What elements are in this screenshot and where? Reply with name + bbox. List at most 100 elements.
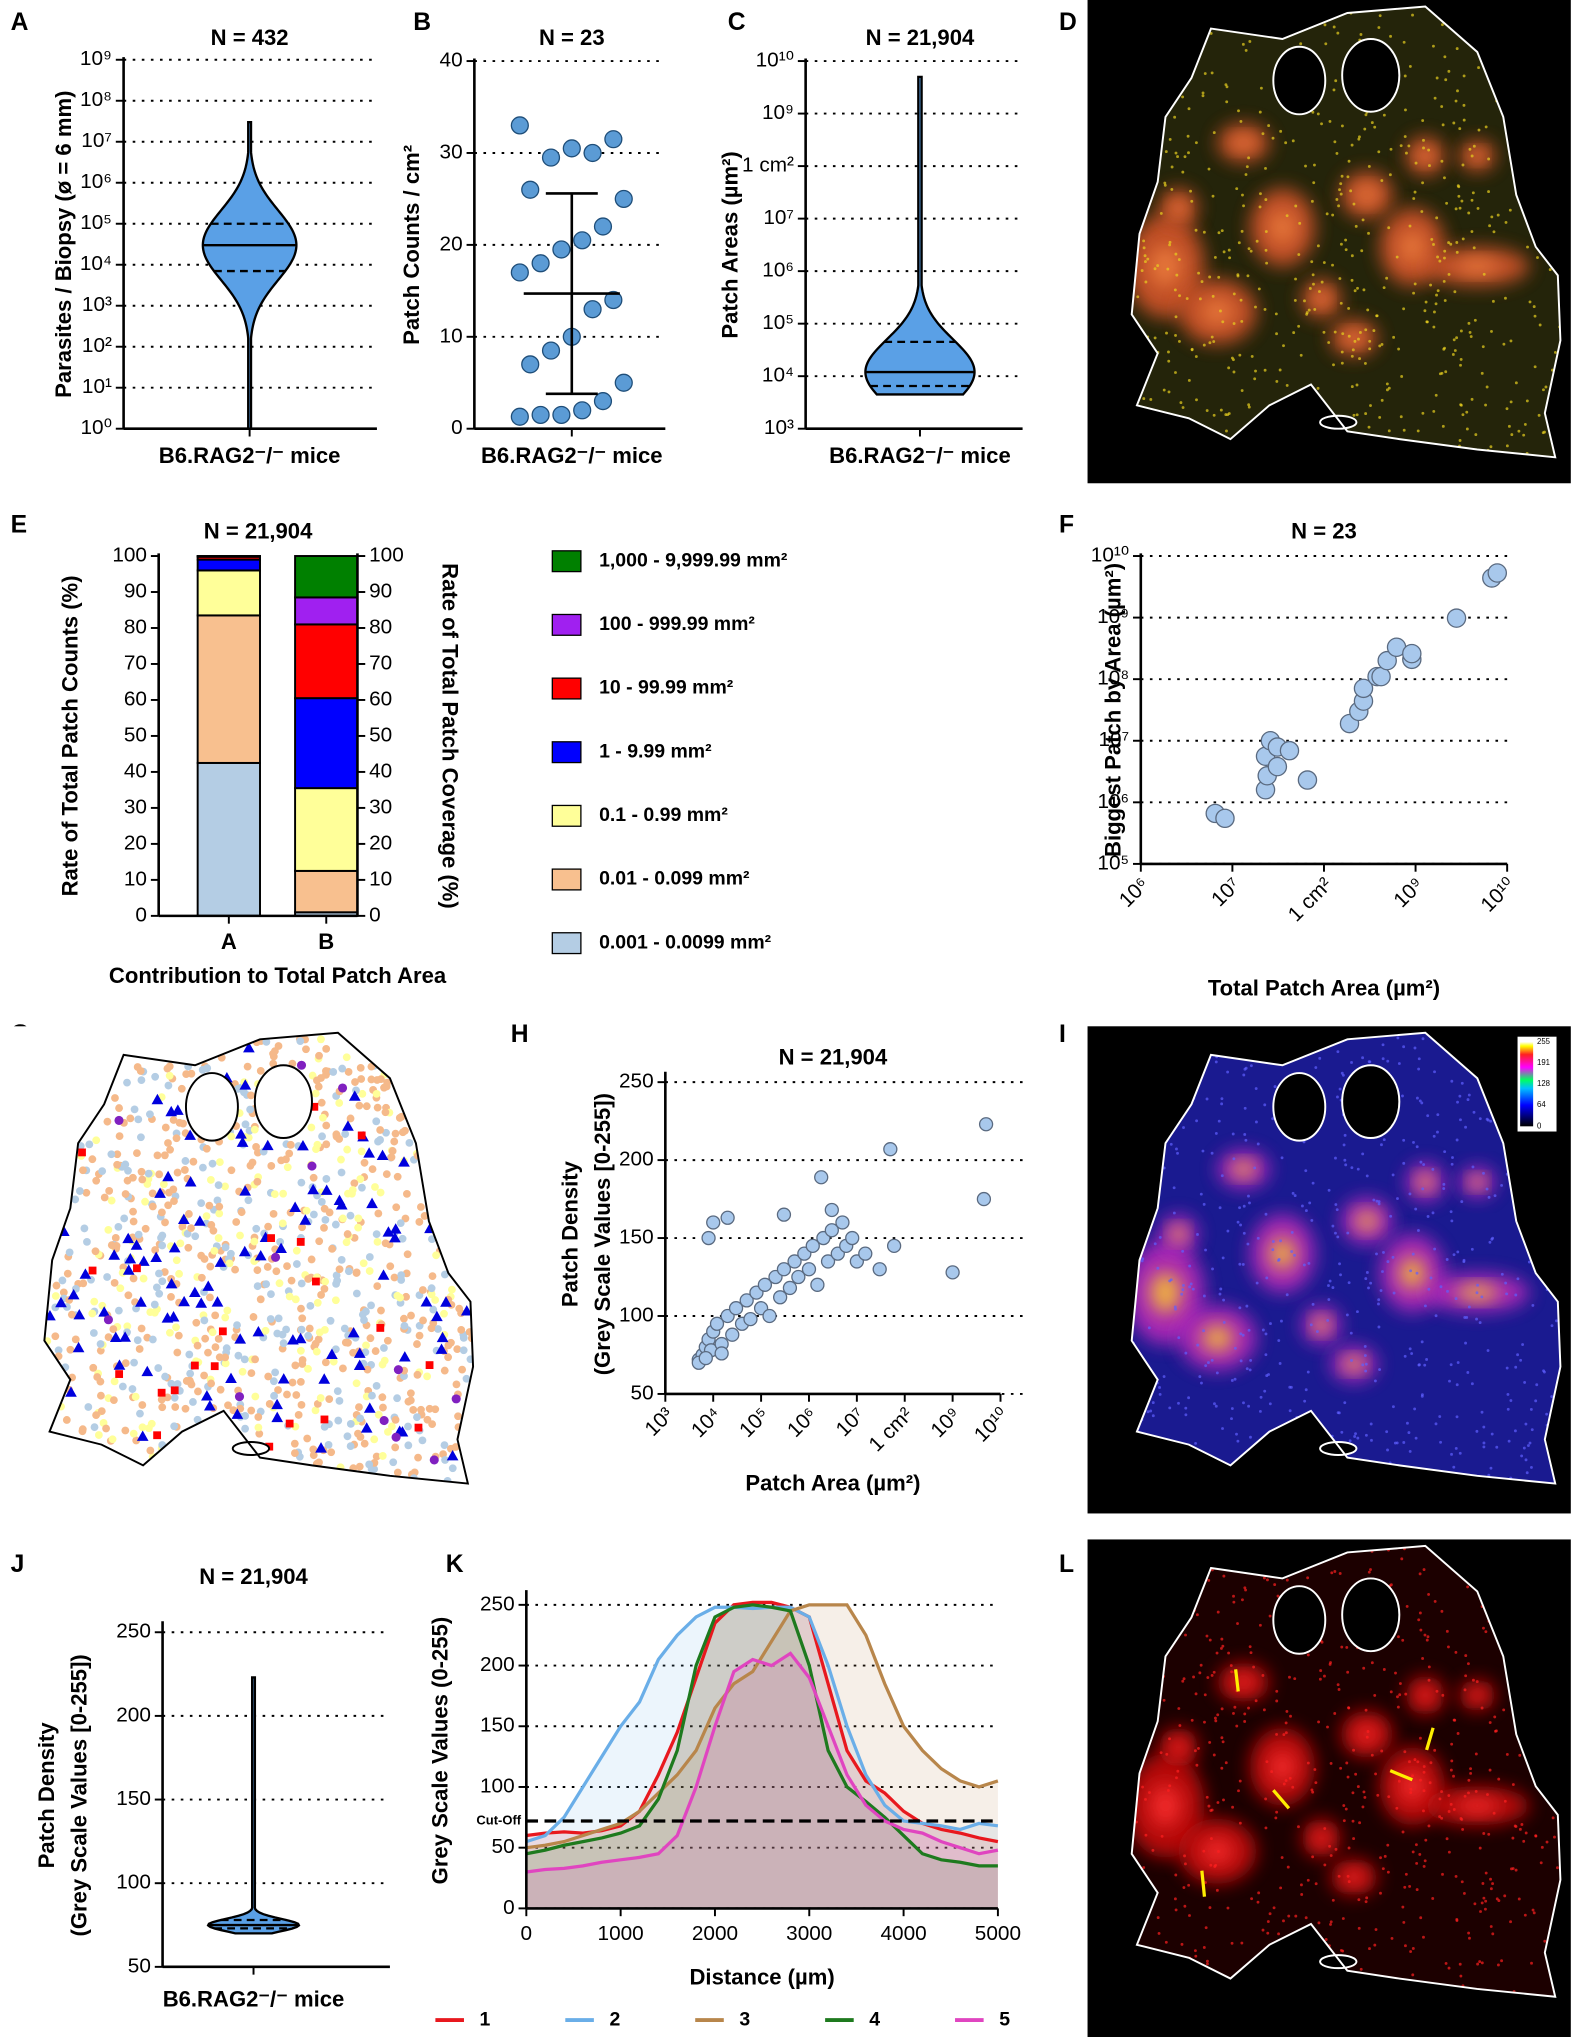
x-tick-label: 10⁹ — [926, 1403, 965, 1442]
map-triangle — [297, 1139, 309, 1151]
speck — [1310, 1218, 1314, 1222]
speck — [1222, 1298, 1226, 1302]
map-dot — [251, 1392, 260, 1401]
map-dot — [344, 1267, 353, 1276]
speck — [1199, 1663, 1203, 1667]
speck — [1264, 1826, 1268, 1830]
map-dot — [144, 1169, 153, 1178]
speck — [1364, 1369, 1368, 1373]
map-dot — [208, 1159, 217, 1168]
map-dot — [282, 1325, 291, 1334]
map-triangle — [347, 1326, 360, 1338]
speck — [1381, 1270, 1384, 1273]
map-dot — [200, 1371, 208, 1380]
map-dot — [130, 1358, 138, 1367]
speck — [1392, 1291, 1396, 1295]
speck — [1390, 1936, 1394, 1940]
speck — [1239, 119, 1243, 123]
map-dot — [317, 1074, 325, 1082]
colorbar-label: 0 — [1537, 1121, 1542, 1130]
speck — [1432, 1134, 1436, 1138]
speck — [1320, 122, 1323, 126]
map-dot — [298, 1223, 306, 1232]
map-dot — [355, 1403, 363, 1412]
speck — [1350, 385, 1354, 389]
speck — [1438, 259, 1442, 263]
x-tick-label: 2000 — [692, 1922, 738, 1945]
colorbar-label: 255 — [1537, 1037, 1550, 1046]
speck — [1354, 1772, 1358, 1776]
speck — [1523, 1913, 1527, 1917]
map-dot — [210, 1246, 219, 1255]
map-dot — [354, 1214, 363, 1223]
speck — [1253, 377, 1257, 381]
speck — [1240, 319, 1244, 323]
map-dot — [254, 1423, 263, 1432]
speck — [1316, 244, 1320, 248]
map-dot — [440, 1366, 449, 1375]
speck — [1434, 1422, 1438, 1426]
speck — [1277, 1932, 1281, 1936]
speck — [1305, 311, 1309, 315]
speck — [1146, 1410, 1150, 1414]
speck — [1226, 1229, 1230, 1233]
speck — [1326, 1318, 1330, 1322]
speck — [1316, 386, 1320, 390]
speck — [1410, 1352, 1414, 1355]
speck — [1142, 239, 1146, 243]
y-tick-label: 10³ — [764, 416, 794, 439]
speck — [1317, 1720, 1321, 1724]
speck — [1548, 268, 1552, 272]
map-dot — [255, 1429, 264, 1438]
speck — [1244, 1138, 1248, 1142]
speck — [1342, 1804, 1346, 1807]
y-tick-label: 1 cm² — [742, 154, 794, 177]
map-dot — [307, 1255, 316, 1264]
speck — [1338, 1087, 1342, 1091]
hot-core — [1356, 1724, 1378, 1744]
speck — [1488, 1721, 1492, 1724]
speck — [1190, 1718, 1194, 1722]
speck — [1202, 343, 1206, 347]
speck — [1484, 125, 1488, 129]
speck — [1254, 1120, 1258, 1124]
speck — [1331, 213, 1335, 217]
speck — [1417, 1363, 1421, 1367]
point — [720, 1210, 735, 1225]
speck — [1207, 1804, 1211, 1808]
map-dot — [282, 1155, 290, 1164]
speck — [1247, 1328, 1251, 1332]
map-dot — [296, 1037, 305, 1046]
speck — [1316, 112, 1320, 116]
map-dot — [207, 1379, 215, 1388]
speck — [1473, 318, 1477, 322]
area — [526, 1604, 998, 1909]
speck — [1204, 1364, 1208, 1368]
speck — [1355, 413, 1359, 417]
speck — [1407, 144, 1411, 148]
speck — [1233, 1377, 1237, 1381]
map-dot — [401, 1126, 409, 1135]
speck — [1421, 411, 1425, 415]
speck — [1462, 74, 1466, 78]
speck — [1408, 64, 1412, 68]
map-dot — [88, 1309, 97, 1318]
map-circle — [307, 1161, 317, 1171]
map-dot — [391, 1415, 400, 1424]
speck — [1245, 1304, 1249, 1308]
speck — [1176, 1151, 1179, 1155]
speck — [1387, 429, 1391, 433]
speck — [1530, 1428, 1534, 1432]
speck — [1210, 1808, 1214, 1812]
speck — [1271, 136, 1275, 140]
speck — [1443, 249, 1447, 253]
map-dot — [373, 1282, 382, 1290]
y-tick-label: 10⁶ — [80, 170, 112, 193]
speck — [1277, 1259, 1280, 1262]
speck — [1411, 1973, 1415, 1977]
speck — [1469, 335, 1473, 338]
panel-letter: D — [1059, 9, 1077, 36]
speck — [1212, 413, 1216, 417]
map-dot — [232, 1218, 241, 1226]
speck — [1151, 1414, 1155, 1418]
